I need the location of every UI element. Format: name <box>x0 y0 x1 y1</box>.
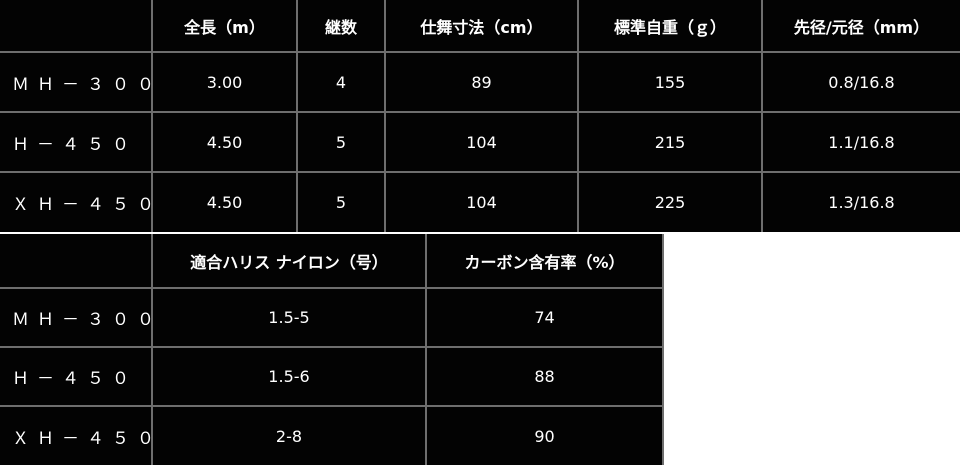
header-line-size: 適合ハリス ナイロン（号） <box>151 234 427 289</box>
header-row: 適合ハリス ナイロン（号） カーボン含有率（%） <box>0 234 664 289</box>
table-cell: 4 <box>296 51 386 113</box>
table-cell: 88 <box>425 346 664 407</box>
table-cell: 104 <box>384 111 579 173</box>
model-cell: ＸＨ－４５０ <box>0 171 153 232</box>
table-cell: 1.1/16.8 <box>761 111 960 173</box>
header-sections: 継数 <box>296 0 386 53</box>
table-row: ＸＨ－４５０ 2-8 90 <box>0 405 664 465</box>
model-cell: ＭＨ－３００ <box>0 51 153 113</box>
table-row: ＸＨ－４５０ 4.50 5 104 225 1.3/16.8 <box>0 171 960 232</box>
header-weight: 標準自重（ｇ） <box>577 0 763 53</box>
table-cell: 5 <box>296 171 386 232</box>
model-cell: ＭＨ－３００ <box>0 287 153 348</box>
table-cell: 89 <box>384 51 579 113</box>
table-cell: 155 <box>577 51 763 113</box>
table-cell: 0.8/16.8 <box>761 51 960 113</box>
table-cell: 3.00 <box>151 51 298 113</box>
model-cell: Ｈ－４５０ <box>0 346 153 407</box>
header-closed-length: 仕舞寸法（cm） <box>384 0 579 53</box>
table-cell: 225 <box>577 171 763 232</box>
header-cell-empty <box>0 0 153 53</box>
table-cell: 104 <box>384 171 579 232</box>
header-diameter: 先径/元径（mm） <box>761 0 960 53</box>
spec-table: 全長（m） 継数 仕舞寸法（cm） 標準自重（ｇ） 先径/元径（mm） ＭＨ－３… <box>0 0 960 232</box>
table-row: ＭＨ－３００ 3.00 4 89 155 0.8/16.8 <box>0 51 960 113</box>
table-cell: 215 <box>577 111 763 173</box>
table-cell: 90 <box>425 405 664 465</box>
header-row: 全長（m） 継数 仕舞寸法（cm） 標準自重（ｇ） 先径/元径（mm） <box>0 0 960 53</box>
header-total-length: 全長（m） <box>151 0 298 53</box>
header-carbon-content: カーボン含有率（%） <box>425 234 664 289</box>
table-cell: 2-8 <box>151 405 427 465</box>
table-cell: 74 <box>425 287 664 348</box>
table-cell: 1.3/16.8 <box>761 171 960 232</box>
table-cell: 4.50 <box>151 171 298 232</box>
table-cell: 1.5-5 <box>151 287 427 348</box>
table-row: Ｈ－４５０ 4.50 5 104 215 1.1/16.8 <box>0 111 960 173</box>
table-cell: 1.5-6 <box>151 346 427 407</box>
table-cell: 5 <box>296 111 386 173</box>
model-cell: ＸＨ－４５０ <box>0 405 153 465</box>
model-cell: Ｈ－４５０ <box>0 111 153 173</box>
line-table: 適合ハリス ナイロン（号） カーボン含有率（%） ＭＨ－３００ 1.5-5 74… <box>0 234 664 465</box>
table-cell: 4.50 <box>151 111 298 173</box>
table-row: Ｈ－４５０ 1.5-6 88 <box>0 346 664 407</box>
header-cell-empty <box>0 234 153 289</box>
table-row: ＭＨ－３００ 1.5-5 74 <box>0 287 664 348</box>
